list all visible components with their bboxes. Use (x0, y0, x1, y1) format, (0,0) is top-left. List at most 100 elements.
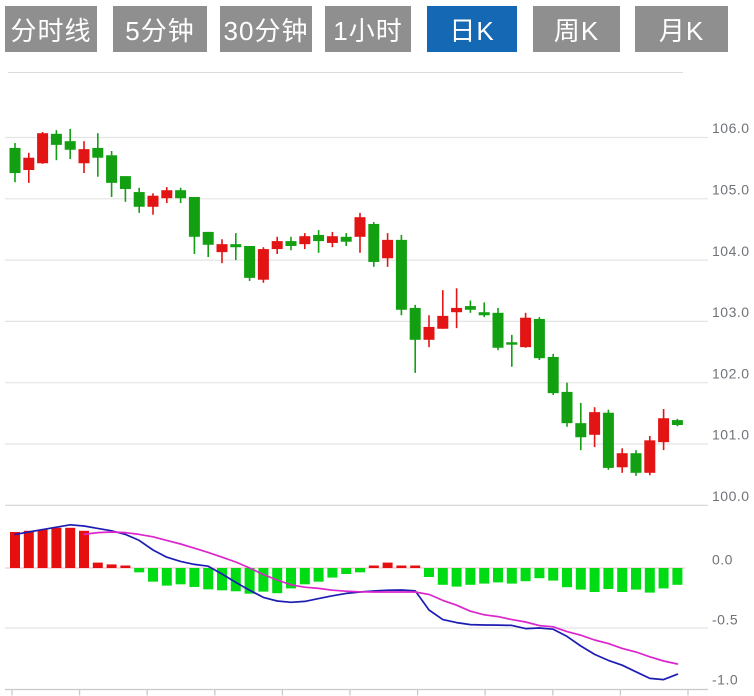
macd-histogram-bar (189, 568, 200, 587)
macd-histogram-bar (465, 568, 476, 585)
macd-histogram-bar (258, 568, 269, 592)
candle (382, 233, 394, 267)
candle (395, 234, 407, 316)
candle (533, 317, 545, 361)
candle-body (92, 147, 104, 158)
macd-lines (14, 523, 679, 681)
macd-axis-label: -1.0 (712, 672, 738, 688)
price-axis-label: 102.0 (712, 365, 750, 381)
candle-body (506, 342, 518, 345)
macd-histogram-bar (341, 568, 352, 574)
macd-histogram-bar (479, 568, 490, 584)
macd-histogram-bar (631, 568, 641, 590)
macd-histogram-bar (10, 532, 20, 568)
candle-body (382, 239, 394, 259)
macd-histogram-bar (548, 568, 559, 581)
candle (478, 302, 490, 318)
candle (506, 334, 518, 367)
candle (271, 236, 283, 254)
candle-body (313, 234, 325, 242)
candle-body (630, 453, 642, 473)
candle (23, 152, 35, 183)
axis-labels: 106.0 105.0 104.0 103.0 102.0 101.0 100.0 0.0 -0… (712, 120, 750, 688)
macd-histogram-bar (534, 568, 545, 579)
macd-histogram-bar (286, 568, 296, 589)
macd-histogram-bar (589, 568, 600, 592)
macd-histogram-bar (79, 530, 89, 568)
macd-histogram-bar (424, 568, 434, 577)
timeframe-button-3[interactable]: 30分钟 (220, 6, 312, 52)
candle (64, 128, 76, 159)
candle-body (326, 236, 338, 243)
macd-histogram-bar (396, 565, 407, 568)
macd-histogram-bar (520, 568, 531, 582)
macd-histogram-bar (175, 568, 186, 585)
macd-histogram-bar (672, 568, 683, 585)
candle-body (520, 317, 532, 348)
candle-body (671, 420, 683, 425)
macd-histogram-bar (327, 568, 338, 578)
candle (561, 382, 573, 427)
candle-body (9, 147, 21, 174)
candle (188, 196, 200, 254)
timeframe-button-1[interactable]: 分时线 (5, 6, 97, 52)
candle (492, 307, 504, 351)
candle (616, 448, 628, 473)
candle-body (78, 149, 90, 164)
macd-histogram-bar (244, 568, 255, 594)
candle-body (285, 241, 297, 247)
macd-histogram-bar (493, 568, 503, 583)
candle (161, 187, 173, 204)
macd-histogram-bar (65, 527, 76, 568)
candle (313, 230, 325, 253)
macd-histogram-bar (217, 568, 227, 591)
candlestick-series (9, 128, 683, 476)
candle-body (492, 312, 504, 348)
candle-body (64, 141, 76, 150)
candle-body (340, 236, 352, 242)
macd-histogram-bar (617, 568, 628, 592)
candle-body (133, 192, 145, 207)
candle (602, 409, 614, 470)
candle (589, 407, 601, 448)
timeframe-button-6[interactable]: 周K (533, 6, 620, 52)
macd-histogram-bar (437, 568, 448, 585)
candle-body (23, 157, 35, 170)
candle (257, 247, 269, 283)
macd-histogram-bar (644, 568, 655, 593)
candle-body (161, 190, 173, 199)
macd-histogram-bar (562, 568, 572, 588)
timeframe-button-7[interactable]: 月K (635, 6, 728, 52)
candle (133, 187, 145, 213)
candle-body (299, 236, 311, 245)
macd-histogram-bar (299, 568, 310, 585)
macd-histogram-bar (23, 530, 34, 568)
timeframe-button-2[interactable]: 5分钟 (113, 6, 207, 52)
macd-histogram-bar (451, 568, 462, 587)
gridlines (5, 136, 708, 629)
macd-histogram-bar (575, 568, 586, 590)
candle (92, 133, 104, 177)
dif-line (14, 523, 679, 681)
macd-histogram-bar (134, 568, 145, 573)
timeframe-button-5[interactable]: 日K (427, 6, 517, 52)
candle-body (395, 239, 407, 310)
candle (437, 290, 449, 329)
candle (575, 402, 587, 451)
candle-body (533, 318, 545, 359)
candle (50, 130, 62, 161)
dea-line (83, 531, 679, 665)
macd-histogram-bar (506, 568, 517, 584)
macd-histogram-bar (120, 565, 131, 568)
candle (9, 143, 21, 183)
price-axis-label: 105.0 (712, 182, 750, 198)
macd-histogram-bar (603, 568, 614, 589)
candle (547, 353, 559, 395)
candle (119, 176, 131, 202)
candle-body (437, 315, 449, 329)
candle (520, 312, 532, 348)
macd-histogram-bar (313, 568, 324, 582)
timeframe-button-4[interactable]: 1小时 (325, 6, 411, 52)
candle-body (106, 155, 118, 183)
